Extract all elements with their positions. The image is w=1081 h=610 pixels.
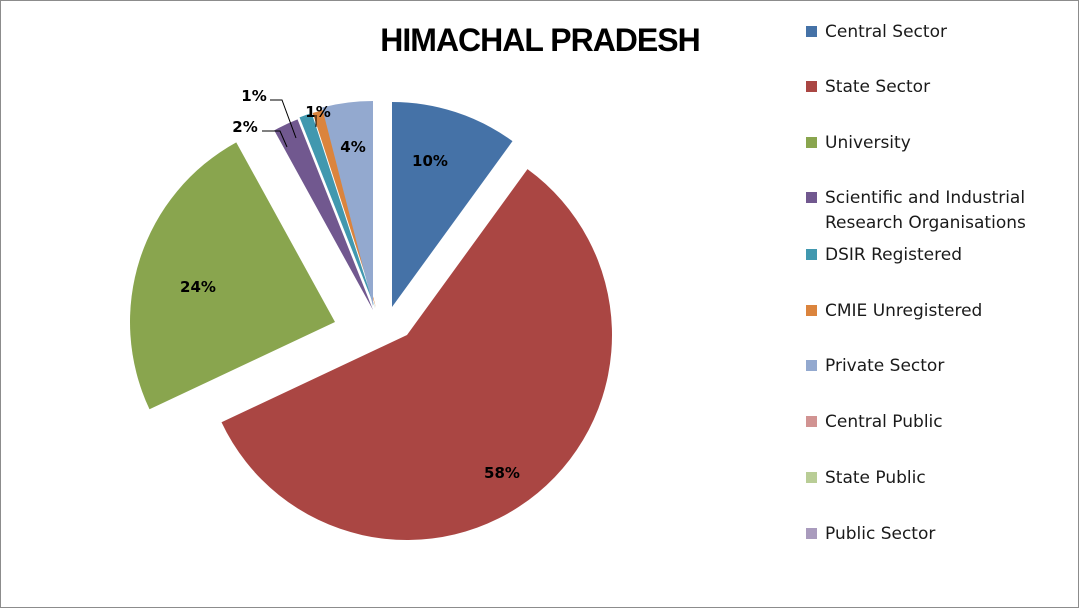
data-label-state-sector: 58% (484, 464, 520, 482)
legend-swatch (806, 81, 817, 92)
data-label-dsir-registered: 1% (241, 87, 266, 105)
legend-label: Private Sector (825, 356, 945, 376)
legend-label: Scientific and Industrial Research Organ… (825, 188, 1026, 233)
chart-title: HIMACHAL PRADESH (380, 22, 700, 58)
legend-label: DSIR Registered (825, 245, 962, 265)
legend-label: State Public (825, 468, 926, 488)
legend-label: Central Public (825, 412, 943, 432)
legend-swatch (806, 192, 817, 203)
legend-label: University (825, 133, 911, 153)
data-label-university: 24% (180, 278, 216, 296)
legend-swatch (806, 528, 817, 539)
data-label-central-sector: 10% (412, 152, 448, 170)
legend-label: CMIE Unregistered (825, 301, 983, 321)
legend-label: Public Sector (825, 524, 936, 544)
legend-swatch (806, 249, 817, 260)
slice-university (130, 142, 335, 410)
legend-swatch (806, 137, 817, 148)
legend-swatch (806, 360, 817, 371)
slice-private-sector (322, 101, 373, 306)
slice-central-sector (392, 102, 513, 307)
legend-label: State Sector (825, 77, 931, 97)
legend-swatch (806, 305, 817, 316)
legend-swatch (806, 416, 817, 427)
legend-swatch (806, 472, 817, 483)
slice-state-sector (221, 169, 612, 541)
slice-dsir-registered (299, 113, 375, 308)
legend-label: Central Sector (825, 22, 947, 42)
data-label-cmie-unregistered: 1% (305, 103, 330, 121)
slice-cmie-unregistered (312, 109, 376, 308)
slice-scientific-and-industrial-research-organisations (274, 119, 373, 311)
data-label-private-sector: 4% (340, 138, 365, 156)
leader-line-scientific-and-industrial-research-organisations (262, 130, 288, 148)
legend-swatch (806, 26, 817, 37)
data-label-scientific-and-industrial-research-organisations: 2% (232, 118, 257, 136)
leader-line-dsir-registered (270, 99, 297, 139)
